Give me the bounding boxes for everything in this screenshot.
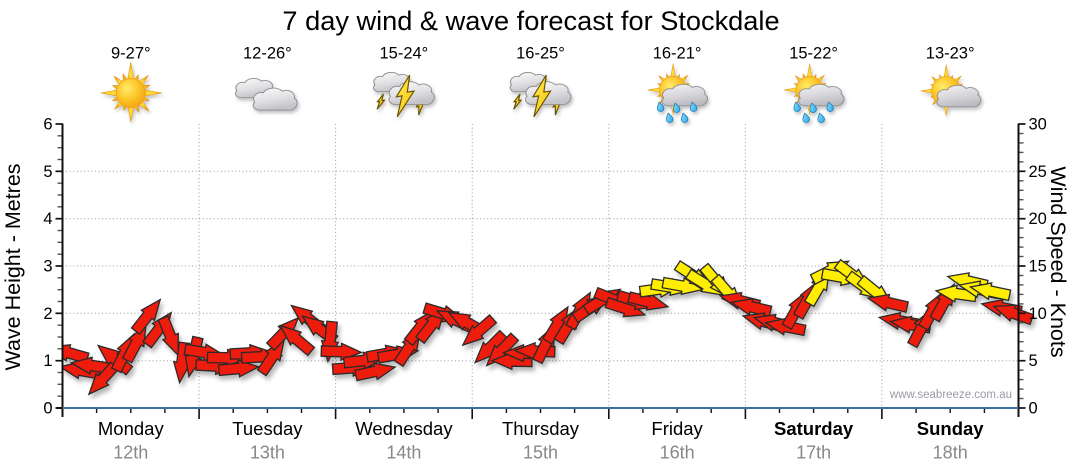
svg-text:5: 5 [43,163,52,181]
svg-text:Friday: Friday [651,418,703,439]
svg-text:7 day wind & wave forecast for: 7 day wind & wave forecast for Stockdale [282,5,779,36]
svg-text:13th: 13th [250,443,285,463]
svg-text:14th: 14th [386,443,421,463]
svg-text:9-27°: 9-27° [111,45,151,63]
svg-text:10: 10 [1029,305,1047,323]
svg-text:30: 30 [1029,116,1047,134]
svg-text:16-25°: 16-25° [516,45,565,63]
svg-text:0: 0 [43,400,52,418]
svg-text:Thursday: Thursday [502,418,580,439]
svg-text:1: 1 [43,352,52,370]
svg-text:3: 3 [43,258,52,276]
svg-text:18th: 18th [933,443,968,463]
svg-text:16-21°: 16-21° [653,45,702,63]
svg-text:12th: 12th [113,443,148,463]
svg-text:0: 0 [1029,400,1038,418]
svg-text:17th: 17th [796,443,831,463]
svg-text:4: 4 [43,210,52,228]
svg-text:6: 6 [43,116,52,134]
svg-text:Wind Speed - Knots: Wind Speed - Knots [1046,166,1070,357]
svg-text:20: 20 [1029,210,1047,228]
svg-text:Wave Height - Metres: Wave Height - Metres [1,163,25,370]
svg-text:15: 15 [1029,258,1047,276]
svg-text:15-24°: 15-24° [379,45,428,63]
svg-text:15th: 15th [523,443,558,463]
svg-text:13-23°: 13-23° [926,45,975,63]
svg-text:www.seabreeze.com.au: www.seabreeze.com.au [889,389,1012,401]
svg-text:2: 2 [43,305,52,323]
svg-text:Sunday: Sunday [917,418,985,439]
svg-text:12-26°: 12-26° [243,45,292,63]
svg-text:16th: 16th [660,443,695,463]
svg-text:Wednesday: Wednesday [355,418,453,439]
svg-text:25: 25 [1029,163,1047,181]
svg-text:Monday: Monday [98,418,165,439]
svg-text:Saturday: Saturday [774,418,854,439]
svg-text:Tuesday: Tuesday [232,418,303,439]
svg-text:15-22°: 15-22° [789,45,838,63]
svg-text:5: 5 [1029,352,1038,370]
